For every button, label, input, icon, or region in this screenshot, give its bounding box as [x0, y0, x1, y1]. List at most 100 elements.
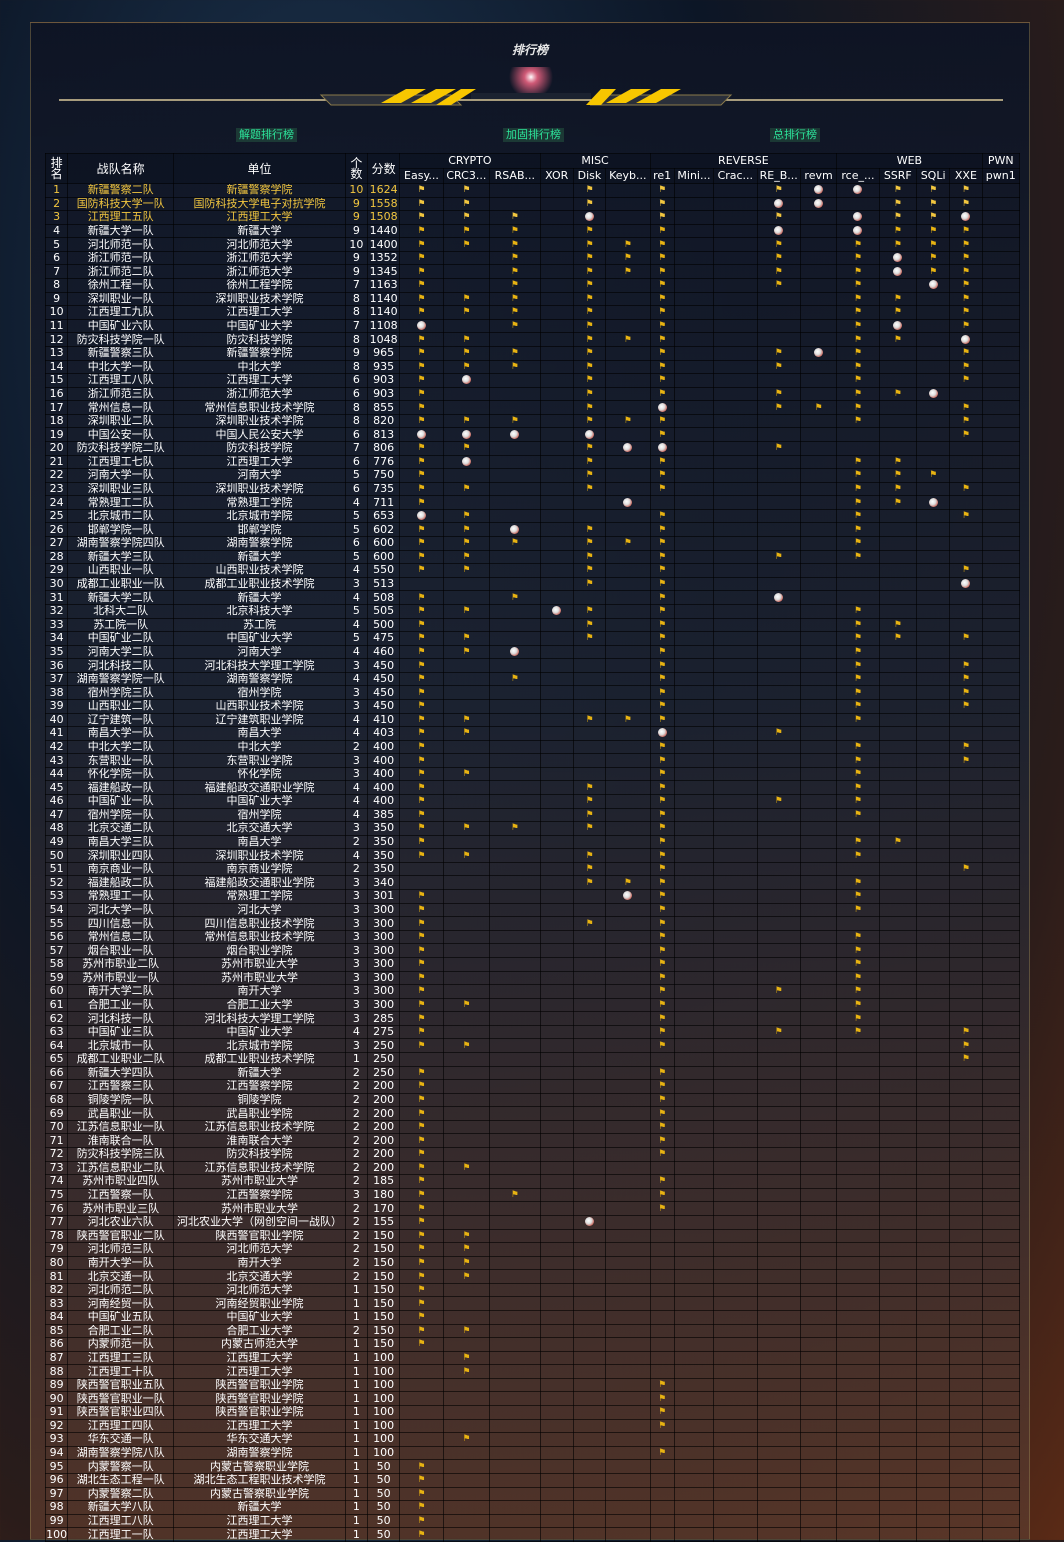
challenge-header[interactable]: Easy... [399, 168, 444, 184]
empty-cell [673, 766, 715, 782]
cell-score: 410 [366, 712, 401, 728]
empty-cell [539, 875, 574, 891]
empty-cell [799, 1500, 838, 1515]
challenge-header[interactable]: CRC3... [442, 168, 491, 184]
cell-unit: 浙江师范大学 [173, 264, 346, 280]
empty-cell [878, 1405, 917, 1420]
challenge-header[interactable]: re1 [649, 168, 675, 184]
empty-cell [539, 1513, 574, 1529]
flag-icon: ⚑ [572, 821, 607, 836]
empty-cell [673, 1214, 715, 1230]
empty-cell [981, 726, 1021, 741]
cell-rank: 10 [44, 305, 69, 320]
empty-cell [836, 1038, 880, 1053]
challenge-header[interactable]: Keyb... [605, 168, 651, 184]
empty-cell [799, 1377, 838, 1393]
flag-icon: ⚑ [836, 807, 880, 823]
cell-unit: 苏州市职业大学 [173, 970, 346, 986]
cell-team: 东营职业一队 [67, 753, 175, 768]
challenge-header[interactable]: RE_B... [756, 168, 801, 184]
tab-overall-ranking[interactable]: 总排行榜 [770, 128, 820, 142]
empty-cell [981, 183, 1021, 198]
challenge-header[interactable]: SSRF [878, 168, 917, 184]
cell-score: 460 [366, 644, 401, 660]
challenge-header[interactable]: RSAB... [489, 168, 541, 184]
empty-cell [442, 1500, 491, 1515]
empty-cell [756, 305, 801, 320]
cell-rank: 33 [44, 617, 69, 633]
cell-unit: 苏工院 [173, 617, 346, 633]
challenge-header[interactable]: rce_... [836, 168, 880, 184]
cell-score: 50 [366, 1459, 401, 1474]
empty-cell [442, 834, 491, 850]
empty-cell [981, 631, 1021, 646]
empty-cell [572, 671, 607, 687]
empty-cell [878, 739, 917, 755]
flag-icon: ⚑ [649, 563, 675, 578]
cell-unit: 南昌大学 [173, 834, 346, 850]
empty-cell [489, 454, 541, 470]
empty-cell [981, 794, 1021, 809]
empty-cell [442, 1174, 491, 1189]
challenge-header[interactable]: XXE [949, 168, 983, 184]
flag-icon: ⚑ [836, 943, 880, 958]
empty-cell [673, 1011, 715, 1026]
empty-cell [756, 1201, 801, 1216]
empty-cell [673, 413, 715, 429]
challenge-header[interactable]: Disk [572, 168, 607, 184]
flag-icon: ⚑ [399, 889, 444, 904]
cell-team: 徐州工程一队 [67, 278, 175, 293]
blood-medal-icon [461, 375, 471, 385]
flag-icon: ⚑ [442, 359, 491, 375]
empty-cell [673, 1337, 715, 1352]
empty-cell [836, 1459, 880, 1474]
tab-hardening-ranking[interactable]: 加固排行榜 [503, 128, 564, 142]
cell-score: 600 [366, 536, 401, 551]
cell-team: 深圳职业四队 [67, 848, 175, 863]
cell-score: 150 [366, 1323, 401, 1339]
cell-unit: 南开大学 [173, 1255, 346, 1271]
flag-icon: ⚑ [442, 563, 491, 578]
cell-score: 340 [366, 875, 401, 891]
cell-team: 江西理工三队 [67, 1350, 175, 1366]
challenge-header[interactable]: XOR [539, 168, 574, 184]
empty-cell [756, 1350, 801, 1366]
flag-icon: ⚑ [756, 1024, 801, 1040]
flag-icon: ⚑ [949, 1038, 983, 1053]
challenge-header[interactable]: Mini... [673, 168, 715, 184]
empty-cell [799, 278, 838, 293]
empty-cell [799, 916, 838, 931]
cell-team: 国防科技大学一队 [67, 196, 175, 212]
empty-cell [539, 726, 574, 741]
empty-cell [799, 1472, 838, 1488]
empty-cell [605, 1364, 651, 1379]
empty-cell [756, 685, 801, 700]
empty-cell [539, 1228, 574, 1244]
challenge-header[interactable]: SQLi [915, 168, 951, 184]
empty-cell [799, 902, 838, 918]
empty-cell [489, 739, 541, 755]
tab-solve-ranking[interactable]: 解题排行榜 [236, 128, 297, 142]
cell-score: 403 [366, 726, 401, 741]
empty-cell [799, 1024, 838, 1040]
cell-unit: 中国矿业大学 [173, 318, 346, 334]
empty-cell [799, 1147, 838, 1162]
empty-cell [539, 997, 574, 1013]
empty-cell [605, 1052, 651, 1067]
challenge-header[interactable]: pwn1 [981, 168, 1021, 184]
challenge-header[interactable]: revm [799, 168, 838, 184]
flag-icon: ⚑ [836, 332, 880, 347]
empty-cell [489, 1133, 541, 1149]
flag-icon: ⚑ [442, 1255, 491, 1271]
challenge-header[interactable]: Crac... [713, 168, 758, 184]
empty-cell [756, 468, 801, 483]
empty-cell [673, 1513, 715, 1529]
flag-icon: ⚑ [949, 1052, 983, 1067]
table-row: 11 中国矿业六队 中国矿业大学 7 1108 ⚑ ⚑ ⚑ ⚑ ⚑ [44, 318, 1021, 334]
empty-cell [399, 1377, 444, 1393]
empty-cell [673, 658, 715, 673]
empty-cell [539, 1160, 574, 1176]
empty-cell [836, 1500, 880, 1515]
flag-icon: ⚑ [836, 658, 880, 673]
cell-rank: 99 [44, 1513, 69, 1529]
